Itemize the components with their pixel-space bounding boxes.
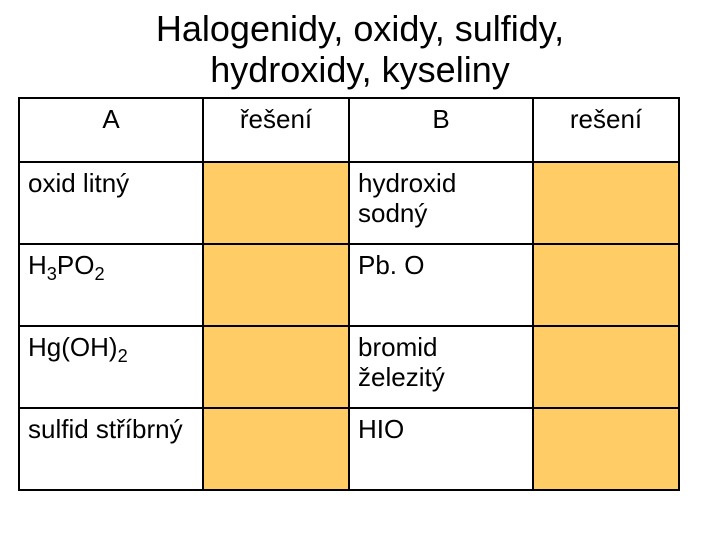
cell-reseni-b <box>533 326 679 408</box>
page-title: Halogenidy, oxidy, sulfidy, hydroxidy, k… <box>18 8 702 91</box>
cell-a: sulfid stříbrný <box>19 408 203 490</box>
table-row: sulfid stříbrný HIO <box>19 408 679 490</box>
cell-reseni-a <box>203 326 349 408</box>
cell-reseni-a <box>203 162 349 244</box>
header-col-reseni2: rešení <box>533 98 679 162</box>
title-line-2: hydroxidy, kyseliny <box>210 49 509 90</box>
cell-reseni-b <box>533 162 679 244</box>
cell-b: hydroxid sodný <box>349 162 533 244</box>
cell-reseni-b <box>533 244 679 326</box>
cell-a: oxid litný <box>19 162 203 244</box>
page: Halogenidy, oxidy, sulfidy, hydroxidy, k… <box>0 0 720 540</box>
compounds-table: A řešení B rešení oxid litný hydroxid sod… <box>18 97 680 491</box>
cell-b: HIO <box>349 408 533 490</box>
cell-b: bromid železitý <box>349 326 533 408</box>
table-row: Hg(OH)2 bromid železitý <box>19 326 679 408</box>
table-row: H3PO2 Pb. O <box>19 244 679 326</box>
cell-b: Pb. O <box>349 244 533 326</box>
header-col-b: B <box>349 98 533 162</box>
table-row: oxid litný hydroxid sodný <box>19 162 679 244</box>
title-line-1: Halogenidy, oxidy, sulfidy, <box>156 8 564 49</box>
cell-reseni-a <box>203 408 349 490</box>
header-col-a: A <box>19 98 203 162</box>
cell-reseni-a <box>203 244 349 326</box>
cell-a: Hg(OH)2 <box>19 326 203 408</box>
cell-reseni-b <box>533 408 679 490</box>
cell-a: H3PO2 <box>19 244 203 326</box>
header-col-reseni1: řešení <box>203 98 349 162</box>
table-header-row: A řešení B rešení <box>19 98 679 162</box>
